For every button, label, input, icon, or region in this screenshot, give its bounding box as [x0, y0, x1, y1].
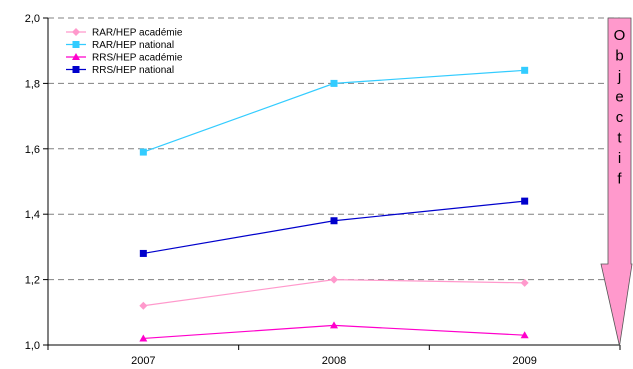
x-tick-label: 2008 — [322, 355, 346, 367]
series-4 — [139, 197, 529, 257]
legend-item: RAR/HEP académie — [66, 28, 183, 39]
data-point — [139, 148, 147, 156]
tick-labels: 1,0 1,2 1,4 1,6 1,8 2,0 2007 2008 2009 — [25, 13, 537, 367]
y-tick-label: 1,0 — [25, 340, 40, 352]
series-1 — [139, 275, 529, 310]
data-point — [139, 334, 148, 342]
data-point — [521, 197, 529, 205]
arrow-letter: b — [615, 48, 623, 65]
data-point — [520, 331, 529, 339]
data-point — [139, 301, 148, 310]
legend-item: RRS/HEP académie — [66, 53, 183, 64]
arrow-letter: e — [615, 89, 623, 106]
data-point — [330, 79, 338, 87]
y-tick-label: 1,6 — [25, 144, 40, 156]
arrow-shape — [600, 17, 633, 347]
arrow-letter: i — [618, 150, 621, 167]
y-tick-label: 2,0 — [25, 13, 40, 25]
legend-marker — [72, 28, 80, 36]
arrow-letter: c — [616, 109, 624, 126]
legend-label: RAR/HEP académie — [92, 28, 183, 39]
series-2 — [139, 66, 529, 156]
legend-marker — [72, 66, 80, 73]
legend-marker — [72, 53, 80, 60]
arrow-letter: t — [617, 130, 622, 147]
data-point — [330, 217, 338, 225]
arrow-letter: j — [617, 68, 621, 85]
data-point — [330, 275, 338, 284]
x-tick-label: 2007 — [131, 355, 155, 367]
y-tick-label: 1,8 — [25, 78, 40, 90]
axes — [43, 17, 621, 350]
series-group — [139, 66, 529, 342]
legend-item: RAR/HEP national — [66, 40, 174, 51]
arrow-letter: O — [614, 27, 626, 44]
legend-item: RRS/HEP national — [66, 65, 174, 76]
series-line — [143, 200, 525, 255]
series-3 — [139, 321, 529, 342]
data-point — [330, 321, 338, 329]
x-tick-label: 2009 — [512, 355, 536, 367]
legend-label: RRS/HEP académie — [92, 53, 183, 64]
y-tick-label: 1,4 — [25, 209, 40, 221]
data-point — [521, 66, 529, 74]
arrow-letter: f — [617, 171, 622, 188]
legend-marker — [72, 41, 80, 48]
data-point — [520, 278, 529, 287]
data-point — [139, 249, 147, 257]
y-tick-label: 1,2 — [25, 275, 40, 287]
legend-label: RAR/HEP national — [92, 40, 174, 51]
legend-label: RRS/HEP national — [92, 65, 174, 76]
